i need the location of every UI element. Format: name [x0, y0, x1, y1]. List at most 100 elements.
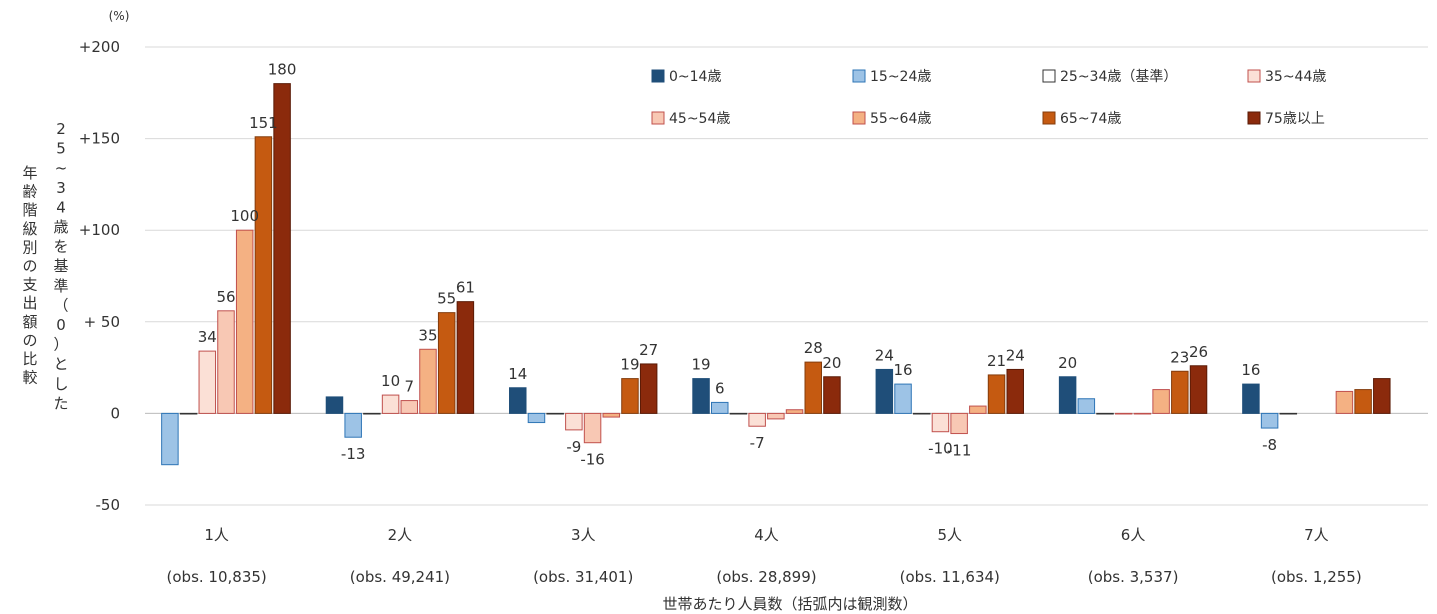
- bar: [419, 348, 437, 414]
- bar: [583, 412, 602, 444]
- data-label: 100: [230, 207, 259, 225]
- data-label: 27: [639, 341, 658, 359]
- y-axis-ticks: +200 +150 +100 + 50 0 -50: [79, 38, 120, 514]
- bar: [987, 374, 1006, 414]
- bar: [875, 368, 894, 414]
- x-axis-categories: 1人 (obs. 10,835) 2人 (obs. 49,241) 3人 (obs. 31…: [167, 526, 1362, 586]
- bar: [1171, 370, 1189, 414]
- legend-swatch: [1042, 69, 1056, 83]
- legend-swatch: [651, 111, 665, 125]
- data-label: 55: [437, 290, 456, 308]
- bars: [161, 83, 1391, 466]
- y-title-char: 準: [53, 277, 68, 295]
- y-title-char: の: [22, 257, 37, 275]
- y-tick-label: 0: [110, 404, 120, 422]
- x-category-obs: (obs. 10,835): [167, 568, 267, 586]
- bar: [692, 378, 710, 414]
- legend-swatch: [651, 69, 665, 83]
- y-title-char: 較: [22, 369, 37, 387]
- bar: [217, 310, 235, 414]
- bar: [1058, 376, 1077, 414]
- x-category-label: 6人: [1121, 526, 1146, 544]
- legend-label: 65~74歳: [1060, 111, 1121, 127]
- x-axis-title: 世帯あたり人員数（括弧内は観測数）: [662, 595, 917, 613]
- bar: [509, 387, 527, 414]
- y-title-char: た: [53, 394, 68, 412]
- legend-swatch: [852, 111, 866, 125]
- bar: [1096, 412, 1114, 415]
- data-label: 56: [216, 288, 235, 306]
- y-tick-label: -50: [96, 496, 121, 514]
- data-label: -9: [566, 438, 581, 456]
- bar: [1077, 398, 1096, 414]
- bar: [381, 394, 400, 414]
- bar: [969, 405, 987, 414]
- data-label: 180: [268, 61, 297, 79]
- legend-label: 25~34歳（基準）: [1060, 68, 1177, 85]
- bar: [823, 376, 841, 414]
- data-label: -16: [580, 451, 605, 469]
- data-label: 7: [405, 378, 415, 396]
- y-title-char: 3: [56, 179, 66, 197]
- bar: [894, 383, 912, 414]
- x-category-obs: (obs. 49,241): [350, 568, 450, 586]
- data-label: 35: [418, 326, 437, 344]
- x-category-label: 3人: [571, 526, 596, 544]
- y-title-char: 比: [22, 350, 37, 368]
- bar: [1260, 412, 1279, 429]
- y-title-char: の: [22, 331, 37, 349]
- data-label: 20: [1058, 354, 1077, 372]
- y-title-char: し: [53, 375, 68, 393]
- bar: [325, 396, 344, 414]
- bar: [546, 412, 564, 415]
- y-title-char: 2: [56, 120, 66, 138]
- bar: [804, 361, 822, 414]
- bar: [602, 412, 621, 418]
- data-label: -8: [1262, 436, 1277, 454]
- bar: [198, 350, 217, 414]
- x-category-label: 4人: [754, 526, 779, 544]
- data-label: -7: [750, 434, 765, 452]
- data-label: 23: [1170, 348, 1189, 366]
- data-label: -13: [341, 445, 366, 463]
- bar: [273, 83, 291, 414]
- bar: [363, 412, 381, 415]
- bar: [400, 400, 419, 414]
- y-title-char: と: [53, 355, 68, 373]
- bar: [950, 412, 968, 435]
- bar: [179, 412, 198, 415]
- legend-label: 35~44歳: [1265, 69, 1326, 85]
- data-label: 10: [381, 372, 400, 390]
- legend-label: 45~54歳: [669, 111, 730, 127]
- legend-label: 0~14歳: [669, 69, 721, 85]
- bar: [161, 412, 179, 466]
- x-category-obs: (obs. 28,899): [716, 568, 816, 586]
- bar: [785, 409, 804, 414]
- y-title-char: 階: [22, 201, 37, 219]
- bar: [1279, 412, 1298, 415]
- y-title-char: 歳: [53, 218, 68, 236]
- bar: [729, 412, 748, 415]
- bar: [1133, 412, 1152, 415]
- bar: [1335, 390, 1354, 414]
- y-axis-unit: (%): [109, 9, 130, 23]
- legend-label: 15~24歳: [870, 69, 931, 85]
- x-category-obs: (obs. 1,255): [1271, 568, 1362, 586]
- x-category-label: 7人: [1304, 526, 1329, 544]
- bar: [1242, 383, 1260, 414]
- y-title-char: （: [53, 296, 68, 314]
- legend-label: 55~64歳: [870, 111, 931, 127]
- bar: [527, 412, 546, 424]
- y-title-char: 基: [53, 257, 68, 275]
- y-title-char: 5: [56, 140, 66, 158]
- y-title-char: 0: [56, 316, 66, 334]
- data-label: 19: [620, 356, 639, 374]
- y-tick-label: +200: [79, 38, 120, 56]
- bar: [767, 412, 785, 420]
- legend-swatch: [1042, 111, 1056, 125]
- y-title-char: 級: [22, 220, 37, 238]
